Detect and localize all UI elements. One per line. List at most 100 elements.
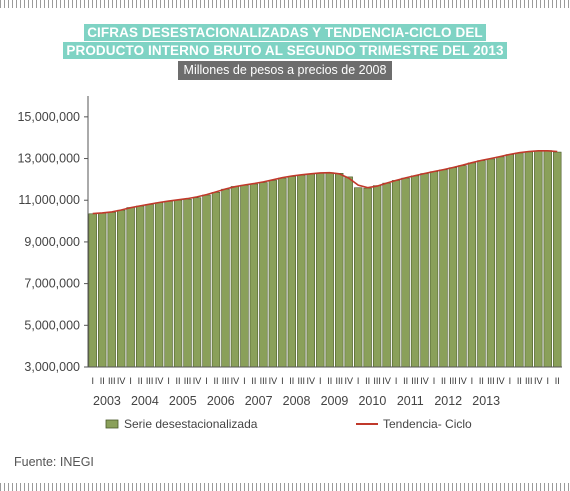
- quarter-label: III: [335, 376, 343, 386]
- quarter-label: II: [403, 376, 408, 386]
- bar: [135, 205, 145, 368]
- year-label: 2008: [283, 394, 311, 408]
- bar: [211, 192, 221, 368]
- bar: [410, 175, 420, 368]
- bar: [126, 207, 135, 368]
- bar: [486, 158, 496, 368]
- legend-label-bars: Serie desestacionalizada: [124, 417, 258, 431]
- top-hatch-border: [0, 0, 570, 8]
- quarter-label: III: [146, 376, 154, 386]
- bar: [401, 177, 410, 368]
- quarter-label: II: [289, 376, 294, 386]
- bar: [382, 182, 391, 368]
- year-label: 2010: [358, 394, 386, 408]
- bar: [335, 173, 344, 368]
- quarter-label: IV: [344, 376, 353, 386]
- y-tick-label: 11,000,000: [18, 193, 80, 207]
- bar: [183, 198, 192, 368]
- source-note: Fuente: INEGI: [14, 455, 94, 469]
- quarter-label: III: [411, 376, 419, 386]
- y-tick-label: 5,000,000: [24, 318, 80, 332]
- quarter-label: II: [100, 376, 105, 386]
- bar: [391, 180, 401, 368]
- year-label: 2013: [472, 394, 500, 408]
- quarter-label: II: [517, 376, 522, 386]
- quarter-label: IV: [382, 376, 391, 386]
- quarter-label: III: [260, 376, 268, 386]
- bar: [278, 177, 287, 368]
- trend-series: [92, 150, 558, 215]
- quarter-label: IV: [193, 376, 202, 386]
- chart-header: CIFRAS DESESTACIONALIZADAS Y TENDENCIA-C…: [0, 24, 570, 80]
- quarter-label: III: [108, 376, 116, 386]
- quarter-label: IV: [307, 376, 316, 386]
- quarter-label: I: [509, 376, 512, 386]
- bar: [316, 172, 325, 368]
- quarter-label: II: [213, 376, 218, 386]
- quarter-label: III: [487, 376, 495, 386]
- quarter-label: III: [373, 376, 381, 386]
- quarter-label: I: [395, 376, 398, 386]
- legend-label-trend: Tendencia- Ciclo: [383, 417, 472, 431]
- quarter-label: I: [243, 376, 246, 386]
- year-label: 2012: [434, 394, 462, 408]
- bar: [448, 167, 458, 368]
- quarter-label: IV: [534, 376, 543, 386]
- quarter-label: IV: [155, 376, 164, 386]
- bar: [98, 212, 107, 368]
- bar: [467, 162, 477, 368]
- bar: [477, 160, 486, 368]
- bar-series: [88, 150, 562, 368]
- bar: [192, 197, 202, 368]
- bar: [534, 150, 543, 368]
- bar: [240, 184, 249, 368]
- legend: Serie desestacionalizada Tendencia- Cicl…: [105, 417, 472, 431]
- quarter-label: I: [319, 376, 322, 386]
- quarter-label: II: [327, 376, 332, 386]
- bar: [344, 176, 353, 368]
- quarter-label: II: [479, 376, 484, 386]
- bar: [202, 194, 211, 368]
- year-label: 2005: [169, 394, 197, 408]
- bar: [505, 154, 515, 368]
- bar: [164, 200, 173, 368]
- bar: [458, 165, 467, 368]
- y-tick-label: 13,000,000: [17, 152, 80, 166]
- year-label: 2011: [397, 394, 424, 408]
- quarter-label: I: [471, 376, 474, 386]
- quarter-label: III: [298, 376, 306, 386]
- quarter-label: I: [281, 376, 284, 386]
- bar: [515, 152, 524, 368]
- quarter-label: I: [205, 376, 208, 386]
- quarter-label: IV: [231, 376, 240, 386]
- bar: [543, 150, 552, 368]
- quarter-label: II: [138, 376, 143, 386]
- quarter-label: II: [441, 376, 446, 386]
- bar: [145, 204, 154, 368]
- bar: [268, 180, 278, 368]
- bar: [363, 187, 372, 368]
- y-tick-label: 7,000,000: [24, 277, 80, 291]
- y-axis: 3,000,000 5,000,000 7,000,000 9,000,000 11,0…: [17, 96, 89, 374]
- trend-line: [92, 150, 558, 215]
- bar: [230, 186, 240, 368]
- quarter-label: III: [525, 376, 533, 386]
- quarter-label: IV: [496, 376, 505, 386]
- quarter-label: III: [449, 376, 457, 386]
- quarter-label: I: [167, 376, 170, 386]
- bar: [154, 202, 164, 368]
- bar: [297, 174, 306, 368]
- bar: [372, 185, 382, 368]
- bar: [249, 183, 259, 368]
- quarter-label: III: [222, 376, 230, 386]
- bar: [306, 173, 315, 368]
- year-label: 2007: [245, 394, 273, 408]
- bar: [524, 151, 534, 368]
- legend-bar-swatch: [105, 419, 119, 429]
- year-label: 2004: [131, 394, 159, 408]
- quarter-label: I: [91, 376, 94, 386]
- quarter-label: I: [433, 376, 436, 386]
- chart-title-line-1: CIFRAS DESESTACIONALIZADAS Y TENDENCIA-C…: [84, 24, 486, 41]
- quarter-label: II: [555, 376, 560, 386]
